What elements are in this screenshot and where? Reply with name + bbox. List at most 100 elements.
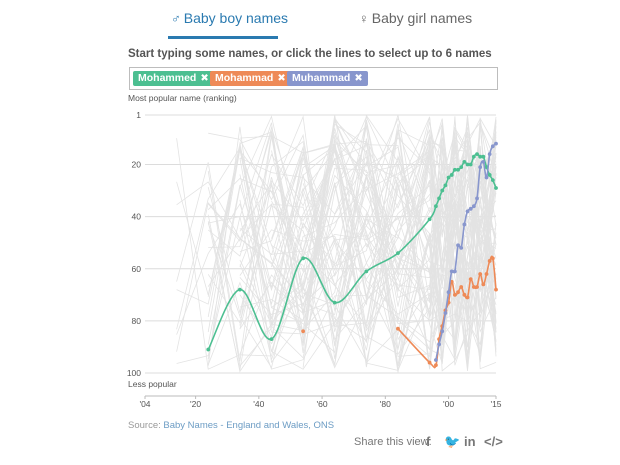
source-note: Source: Baby Names - England and Wales, … — [128, 420, 334, 431]
data-point-muhammad — [459, 246, 464, 250]
linkedin-icon[interactable]: in — [464, 434, 476, 449]
tab-baby-girl-label: Baby girl names — [371, 10, 473, 26]
source-prefix: Source: — [128, 420, 164, 431]
background-name-line — [207, 133, 497, 370]
name-chip-label: Muhammad — [292, 72, 351, 84]
name-chip-label: Mohammed — [138, 72, 197, 84]
data-point-mohammad — [487, 259, 492, 263]
y-tick-label: 60 — [132, 264, 142, 274]
remove-name-icon[interactable]: ✖ — [277, 73, 286, 84]
data-point-muhammad — [468, 206, 473, 211]
data-point-mohammed — [494, 186, 498, 190]
background-name-line — [239, 118, 497, 327]
data-point-mohammed — [437, 196, 441, 201]
background-name-line — [207, 146, 497, 365]
data-point-mohammed — [471, 154, 476, 159]
background-name-line — [334, 132, 497, 316]
data-point-mohammad — [471, 285, 476, 289]
data-point-mohammed — [269, 337, 274, 342]
data-point-muhammad — [471, 204, 476, 209]
x-tick-label: '60 — [317, 399, 328, 409]
instructions-text: Start typing some names, or click the li… — [128, 48, 492, 60]
data-point-mohammed — [237, 287, 242, 292]
data-point-mohammad — [494, 287, 498, 292]
data-point-muhammad — [434, 358, 438, 362]
x-tick-label: '15 — [490, 399, 501, 409]
data-point-mohammad — [427, 360, 432, 365]
data-point-mohammad — [465, 295, 470, 300]
name-search-box[interactable]: Mohammed ✖ Mohammad ✖ Muhammad ✖ — [129, 67, 620, 90]
data-point-mohammad — [490, 256, 495, 261]
background-name-line — [208, 124, 497, 350]
background-name-line — [207, 121, 497, 313]
y-axis-label: Most popular name (ranking) — [128, 93, 237, 103]
name-chip-mohammed[interactable]: Mohammed ✖ — [133, 71, 214, 86]
male-symbol-icon: ♂ — [171, 11, 181, 26]
data-point-mohammad — [475, 285, 479, 289]
embed-code-icon[interactable]: </> — [484, 434, 503, 449]
x-tick-label: '40 — [253, 399, 264, 409]
data-point-muhammad — [440, 329, 445, 334]
active-tab-underline — [168, 36, 278, 39]
x-tick-label: '00 — [443, 399, 454, 409]
data-point-mohammad — [481, 282, 486, 287]
data-point-muhammad — [484, 175, 489, 180]
data-point-mohammad — [484, 272, 489, 276]
data-point-mohammed — [456, 167, 460, 172]
source-link[interactable]: Baby Names - England and Wales, ONS — [163, 420, 335, 431]
data-point-mohammed — [364, 269, 369, 274]
background-name-line — [176, 136, 497, 362]
data-point-muhammad — [462, 222, 467, 227]
name-search-input[interactable] — [490, 71, 620, 88]
data-point-mohammed — [427, 217, 432, 222]
y-tick-label: 1 — [136, 110, 141, 120]
background-name-line — [239, 144, 497, 351]
data-point-mohammed — [301, 256, 306, 261]
data-point-mohammad — [462, 292, 467, 297]
female-symbol-icon: ♀ — [359, 11, 369, 26]
remove-name-icon[interactable]: ✖ — [354, 73, 363, 84]
data-point-mohammad — [434, 363, 438, 368]
data-point-mohammed — [443, 183, 448, 188]
facebook-icon[interactable]: f — [426, 434, 431, 449]
twitter-icon[interactable]: 🐦 — [444, 434, 461, 449]
data-point-mohammed — [396, 251, 400, 256]
remove-name-icon[interactable]: ✖ — [200, 73, 209, 84]
background-name-line — [208, 124, 497, 366]
data-point-mohammed — [487, 173, 492, 177]
y-tick-label: 20 — [132, 160, 142, 170]
data-point-muhammad — [481, 160, 486, 164]
y-tick-label: 80 — [132, 316, 142, 326]
data-point-mohammed — [440, 188, 445, 193]
background-name-line — [271, 126, 497, 341]
data-point-muhammad — [475, 196, 479, 201]
background-name-line — [302, 118, 497, 373]
background-name-line — [207, 115, 497, 370]
y-tick-label: 40 — [132, 212, 142, 222]
share-label: Share this view: — [354, 436, 432, 448]
data-point-mohammad — [301, 329, 306, 334]
name-chip-muhammad[interactable]: Muhammad ✖ — [287, 71, 368, 86]
data-point-mohammed — [465, 162, 470, 167]
x-tick-label: '04 — [139, 399, 150, 409]
name-chip-mohammad[interactable]: Mohammad ✖ — [210, 71, 291, 86]
background-name-line — [302, 131, 497, 309]
x-tick-label: '80 — [380, 399, 391, 409]
data-point-muhammad — [446, 290, 451, 295]
data-point-mohammad — [478, 272, 483, 276]
data-point-mohammed — [449, 173, 454, 177]
background-name-line — [271, 130, 497, 360]
background-name-line — [207, 136, 497, 327]
data-point-mohammed — [446, 175, 451, 180]
data-point-muhammad — [443, 311, 448, 315]
tab-baby-girl-names[interactable]: ♀ Baby girl names — [359, 10, 472, 26]
data-point-mohammad — [452, 292, 457, 297]
data-point-muhammad — [487, 152, 492, 156]
tab-baby-boy-names[interactable]: ♂ Baby boy names — [171, 10, 288, 26]
background-name-line — [207, 116, 497, 370]
data-point-mohammed — [434, 204, 438, 209]
data-point-muhammad — [465, 209, 470, 214]
name-gender-tabs: ♂ Baby boy names ♀ Baby girl names — [0, 10, 620, 40]
data-point-mohammed — [475, 152, 479, 156]
